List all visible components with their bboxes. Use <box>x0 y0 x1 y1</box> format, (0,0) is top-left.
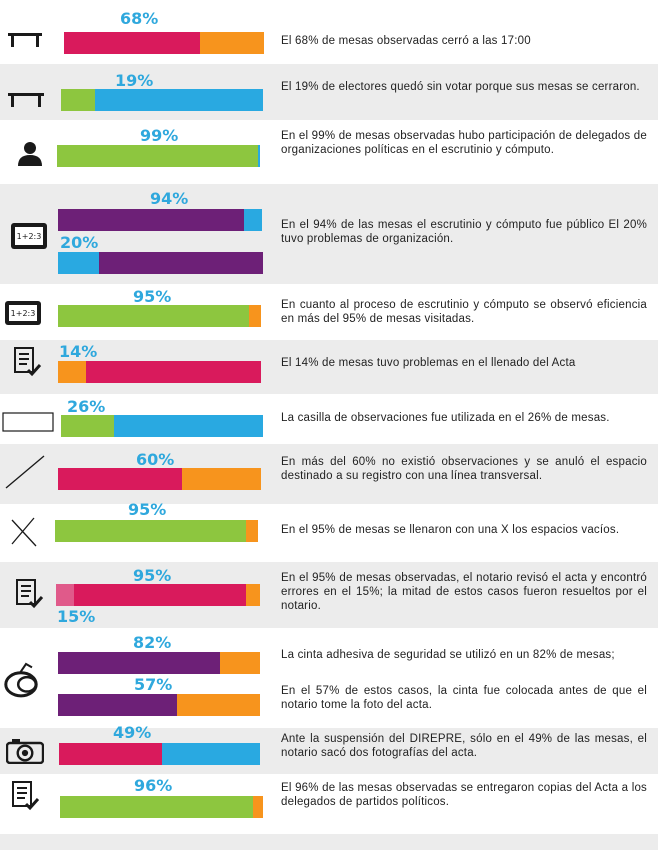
percent-label: 82% <box>133 633 172 652</box>
stacked-bar <box>60 796 263 818</box>
bar-segment <box>99 252 263 274</box>
stacked-bar <box>61 89 263 111</box>
percent-label: 57% <box>134 675 173 694</box>
bar-segment <box>177 694 260 716</box>
stacked-bar <box>64 32 264 54</box>
tape-roll-icon <box>4 662 44 703</box>
bar-segment <box>200 32 264 54</box>
stat-description: En el 57% de estos casos, la cinta fue c… <box>281 685 647 712</box>
percent-label: 99% <box>140 126 179 145</box>
stacked-bar <box>58 468 261 490</box>
sub-percent-label: 15% <box>57 607 96 626</box>
bar-segment <box>161 743 260 765</box>
diagonal-line-icon <box>4 454 46 495</box>
table-icon <box>6 28 44 53</box>
percent-label: 96% <box>134 776 173 795</box>
stacked-bar <box>57 145 260 167</box>
bar-segment <box>74 584 246 606</box>
bar-segment <box>61 89 96 111</box>
stat-description: El 68% de mesas observadas cerró a las 1… <box>281 35 531 47</box>
stat-description: La cinta adhesiva de seguridad se utiliz… <box>281 649 615 661</box>
stat-description: En el 99% de mesas observadas hubo parti… <box>281 130 647 157</box>
stat-description: El 96% de las mesas observadas se entreg… <box>281 782 647 809</box>
stacked-bar <box>58 652 260 674</box>
percent-label: 95% <box>133 566 172 585</box>
bar-segment <box>58 652 220 674</box>
bar-segment <box>245 520 258 542</box>
stacked-bar <box>58 694 260 716</box>
bar-segment <box>56 584 75 606</box>
bar-segment <box>219 652 260 674</box>
bar-segment <box>58 252 99 274</box>
percent-label: 20% <box>60 233 99 252</box>
percent-label: 60% <box>136 450 175 469</box>
bar-segment <box>58 361 87 383</box>
bar-segment <box>58 694 178 716</box>
stat-description: En el 95% de mesas se llenaron con una X… <box>281 524 620 536</box>
empty-box-icon <box>2 412 54 437</box>
bar-segment <box>58 468 182 490</box>
percent-label: 68% <box>120 9 159 28</box>
person-icon <box>16 140 44 171</box>
bar-segment <box>57 145 258 167</box>
bar-segment <box>55 520 246 542</box>
stacked-bar <box>58 252 263 274</box>
bar-segment <box>245 584 260 606</box>
bar-segment <box>252 796 263 818</box>
bar-segment <box>58 209 244 231</box>
camera-icon <box>5 738 45 769</box>
document-check-icon <box>10 780 40 817</box>
bar-segment <box>64 32 200 54</box>
document-check-icon <box>14 578 44 615</box>
x-mark-icon <box>8 516 40 553</box>
percent-label: 26% <box>67 397 106 416</box>
stacked-bar <box>58 305 261 327</box>
percent-label: 19% <box>115 71 154 90</box>
bar-segment <box>243 209 262 231</box>
table-icon <box>6 88 46 113</box>
percent-label: 94% <box>150 189 189 208</box>
svg-text:1+2:3: 1+2:3 <box>11 309 36 318</box>
stat-description: El 19% de electores quedó sin votar porq… <box>281 81 640 93</box>
bar-segment <box>113 415 263 437</box>
counting-board-icon: 1+2:3 <box>4 300 42 331</box>
stat-description: En el 95% de mesas observadas, el notari… <box>281 572 647 613</box>
stacked-bar <box>56 584 260 606</box>
bar-segment <box>60 796 253 818</box>
stat-description: La casilla de observaciones fue utilizad… <box>281 412 610 424</box>
bar-segment <box>58 305 249 327</box>
stacked-bar <box>61 415 263 437</box>
bar-segment <box>95 89 263 111</box>
stat-description: Ante la suspensión del DIREPRE, sólo en … <box>281 733 647 760</box>
bar-segment <box>86 361 261 383</box>
bar-segment <box>59 743 162 765</box>
bar-segment <box>61 415 114 437</box>
document-check-icon <box>12 346 42 383</box>
bar-segment <box>181 468 261 490</box>
stacked-bar <box>58 209 262 231</box>
counting-board-icon: 1+2:3 <box>10 222 48 255</box>
stacked-bar <box>55 520 258 542</box>
stat-description: En el 94% de las mesas el escrutinio y c… <box>281 219 647 246</box>
stat-description: En más del 60% no existió observaciones … <box>281 456 647 483</box>
percent-label: 95% <box>133 287 172 306</box>
percent-label: 49% <box>113 723 152 742</box>
stacked-bar <box>58 361 261 383</box>
stacked-bar <box>59 743 260 765</box>
bar-segment <box>248 305 261 327</box>
percent-label: 14% <box>59 342 98 361</box>
stat-description: El 14% de mesas tuvo problemas en el lle… <box>281 357 576 369</box>
footer-band <box>0 834 658 850</box>
stat-description: En cuanto al proceso de escrutinio y cóm… <box>281 299 647 326</box>
bar-segment <box>257 145 260 167</box>
svg-text:1+2:3: 1+2:3 <box>17 232 42 241</box>
percent-label: 95% <box>128 500 167 519</box>
